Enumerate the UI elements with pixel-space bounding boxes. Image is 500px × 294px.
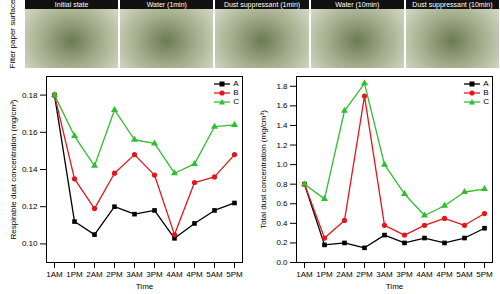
svg-text:0.18: 0.18 — [22, 91, 38, 100]
svg-text:2PM: 2PM — [356, 270, 373, 279]
svg-text:1AM: 1AM — [46, 270, 63, 279]
html-text:B: B — [483, 88, 489, 97]
svg-text:0.14: 0.14 — [22, 165, 38, 174]
svg-text:1.4: 1.4 — [276, 121, 288, 130]
svg-text:1PM: 1PM — [316, 270, 333, 279]
html-text:A: A — [483, 79, 489, 88]
svg-text:2AM: 2AM — [86, 270, 103, 279]
html-text:C: C — [233, 97, 239, 106]
html-text:Filter paper surface: Filter paper surface — [7, 0, 17, 69]
svg-text:0.2: 0.2 — [276, 238, 288, 247]
html-text:Dust suppressant (1min): Dust suppressant (1min) — [223, 1, 301, 8]
html-text:Water (1min): Water (1min) — [146, 1, 187, 8]
svg-text:4AM: 4AM — [166, 270, 183, 279]
svg-text:Respirable dust concentration: Respirable dust concentration (mg/cm³) — [9, 99, 18, 239]
svg-text:1.8: 1.8 — [276, 82, 288, 91]
svg-text:1AM: 1AM — [296, 270, 313, 279]
html-text:Dust suppressant (10min): Dust suppressant (10min) — [412, 1, 493, 8]
html-text:Water (10min): Water (10min) — [335, 1, 380, 8]
svg-text:5PM: 5PM — [476, 270, 493, 279]
html-text:B: B — [233, 88, 239, 97]
svg-text:1PM: 1PM — [66, 270, 83, 279]
svg-text:1.0: 1.0 — [276, 160, 288, 169]
svg-text:5PM: 5PM — [226, 270, 243, 279]
svg-text:3AM: 3AM — [126, 270, 143, 279]
svg-text:3AM: 3AM — [376, 270, 393, 279]
svg-text:3PM: 3PM — [146, 270, 163, 279]
svg-text:0.6: 0.6 — [276, 199, 288, 208]
svg-text:4AM: 4AM — [416, 270, 433, 279]
svg-text:5AM: 5AM — [206, 270, 223, 279]
svg-text:1.6: 1.6 — [276, 101, 288, 110]
svg-text:4PM: 4PM — [186, 270, 203, 279]
svg-text:2AM: 2AM — [336, 270, 353, 279]
html-text:A: A — [233, 79, 239, 88]
html-text:C: C — [483, 97, 489, 106]
svg-text:0.4: 0.4 — [276, 219, 288, 228]
html-text:Initial state: Initial state — [54, 1, 89, 8]
svg-text:0.0: 0.0 — [276, 258, 288, 267]
svg-text:2PM: 2PM — [106, 270, 123, 279]
svg-text:4PM: 4PM — [436, 270, 453, 279]
svg-text:0.10: 0.10 — [22, 239, 38, 248]
svg-text:Time: Time — [136, 282, 154, 291]
svg-text:0.12: 0.12 — [22, 202, 38, 211]
svg-text:0.8: 0.8 — [276, 180, 288, 189]
svg-text:0.16: 0.16 — [22, 128, 38, 137]
svg-text:1.2: 1.2 — [276, 141, 288, 150]
svg-text:3PM: 3PM — [396, 270, 413, 279]
svg-text:5AM: 5AM — [456, 270, 473, 279]
svg-text:Time: Time — [386, 282, 404, 291]
svg-text:Total dust concentration (mg/c: Total dust concentration (mg/cm³) — [259, 110, 268, 229]
